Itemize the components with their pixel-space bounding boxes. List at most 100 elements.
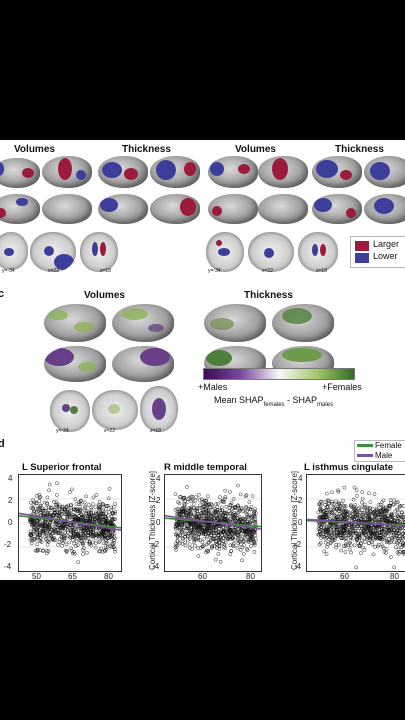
scatter-point: [353, 503, 358, 507]
scatter-point: [212, 530, 216, 535]
scatter-point: [361, 511, 366, 515]
brain-lateral-c3: [204, 304, 266, 342]
scatter-point: [66, 530, 70, 535]
scatter-point: [388, 540, 393, 544]
scatter-point: [199, 531, 204, 536]
scatter-point: [395, 500, 400, 505]
scatter-point: [235, 545, 240, 550]
scatter-point: [202, 536, 207, 541]
scatter-point: [193, 498, 198, 503]
scatter-point: [319, 499, 324, 504]
scatter-point: [98, 539, 102, 544]
brain-medial-a2: [42, 194, 92, 224]
scatter-point: [190, 547, 195, 551]
scatter-point: [331, 505, 335, 510]
scatter-point: [35, 542, 40, 547]
scatter-point: [216, 535, 221, 540]
scatter-point: [207, 526, 211, 531]
scatter-point: [332, 529, 336, 534]
scatter-point: [381, 509, 386, 513]
scatter-point: [200, 540, 205, 545]
scatter-point: [218, 559, 223, 564]
scatter-point: [250, 535, 255, 539]
slice-label-a6: z=18: [316, 268, 327, 274]
scatter-point: [343, 509, 347, 513]
scatter-point: [77, 502, 81, 507]
scatter-point: [243, 510, 248, 515]
scatter-point: [96, 513, 101, 518]
scatter-point: [323, 536, 328, 541]
legend-label-lower: Lower: [373, 251, 398, 261]
scatter-point: [368, 500, 373, 504]
scatter-point: [180, 523, 184, 528]
scatter-point: [96, 512, 101, 517]
scatter-point: [217, 512, 221, 517]
scatter-point: [244, 533, 248, 537]
scatter-point: [87, 542, 92, 546]
scatter-point: [187, 506, 191, 510]
scatter-point: [356, 506, 360, 511]
scatter-point: [223, 495, 228, 499]
scatter-point: [359, 551, 363, 555]
scatter-point: [62, 536, 67, 541]
scatter-point: [28, 533, 33, 537]
scatter-point: [70, 517, 75, 522]
scatter-point: [202, 528, 207, 533]
scatter-point: [223, 529, 228, 534]
scatter-point: [334, 542, 339, 547]
scatter-point: [173, 492, 178, 496]
scatter-point: [70, 548, 74, 553]
scatter-point: [183, 507, 188, 512]
scatter-point: [43, 537, 48, 541]
scatter-point: [373, 531, 377, 536]
scatter-point: [110, 542, 115, 546]
scatter-point: [250, 494, 255, 498]
brain-lateral-a6: [258, 156, 308, 188]
scatter-point: [228, 552, 233, 557]
scatter-point: [355, 531, 359, 536]
scatter-point: [374, 506, 379, 511]
xtick-2-0: 60: [198, 572, 207, 580]
scatter-point: [360, 500, 364, 505]
scatter-point: [343, 544, 348, 548]
scatter-point: [375, 508, 379, 512]
legend-swatch-female: [357, 444, 373, 447]
scatter-point: [62, 507, 67, 511]
scatter-point: [181, 537, 185, 541]
scatter-point: [395, 519, 400, 523]
scatter-point: [55, 502, 60, 506]
scatter-point: [353, 526, 357, 531]
scatter-point: [390, 538, 394, 542]
scatter-point: [67, 534, 72, 539]
xtick-1-1: 65: [68, 572, 77, 580]
scatter-point: [402, 543, 405, 548]
scatter-point: [209, 533, 214, 537]
scatter-point: [357, 513, 361, 518]
scatter-point: [342, 529, 347, 533]
scatter-point: [47, 482, 52, 487]
scatter-point: [90, 502, 95, 506]
scatter-point: [37, 538, 42, 543]
scatter-point: [71, 533, 76, 537]
scatter-point: [362, 531, 366, 536]
scatter-point: [357, 531, 362, 536]
scatter-point: [191, 502, 196, 506]
scatter-point: [113, 536, 117, 541]
scatter-point: [93, 545, 98, 550]
scatter-point: [334, 513, 339, 518]
scatter-point: [98, 549, 102, 553]
scatter-point: [40, 506, 44, 511]
scatter-point: [317, 542, 322, 547]
scatter-point: [104, 507, 108, 512]
scatter-point: [398, 504, 402, 509]
scatter-point: [78, 518, 83, 523]
scatter-point: [79, 529, 83, 533]
scatter-point: [38, 539, 43, 544]
slice-sagittal-a2: [248, 232, 294, 272]
scatter-point: [327, 535, 332, 539]
scatter-point: [348, 547, 352, 552]
scatter-point: [318, 532, 322, 536]
scatter-point: [107, 510, 111, 514]
scatter-point: [101, 503, 106, 508]
scatter-point: [80, 515, 85, 520]
